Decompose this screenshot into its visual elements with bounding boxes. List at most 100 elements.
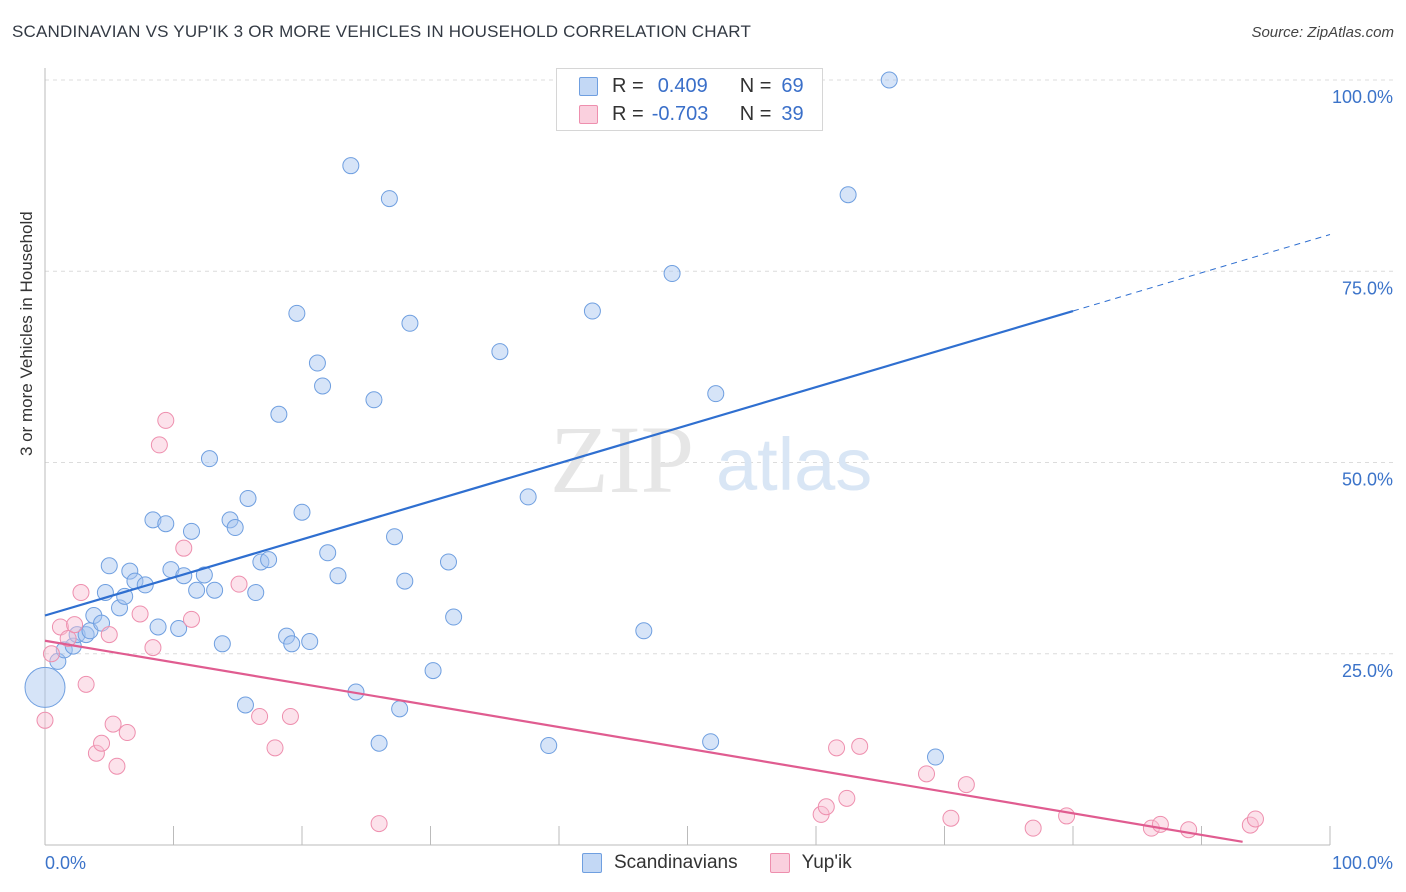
yupik-point [42,645,60,663]
yupik-point [144,639,162,657]
scandinavians-point [365,391,383,409]
scandinavians-point [213,635,231,653]
legend-row-yupik: R = -0.703 N = 39 [579,102,804,126]
scandinavians-point [635,622,653,640]
scandinavians-point [68,626,86,644]
scandinavians-point [239,489,257,507]
scandinavians-point [319,544,337,562]
scandinavians-point [100,557,118,575]
x-tick-label: 0.0% [45,853,86,873]
yupik-point [918,765,936,783]
scandinavians-point [380,190,398,208]
series-legend: Scandinavians Yup'ik [582,852,884,874]
scandinavians-point [540,737,558,755]
scandinavians-point [702,733,720,751]
scandinavians-point [195,566,213,584]
scandinavians-point [663,265,681,283]
scandinavians-point [157,515,175,533]
scandinavians-point [386,528,404,546]
scandinavians-point [206,581,224,599]
legend-r-value: -0.703 [651,102,709,125]
yupik-point [230,575,248,593]
scandinavians-point [396,572,414,590]
scandinavians-point [24,666,66,708]
scandinavians-point [439,553,457,571]
scandinavians-point [424,662,442,680]
scandinavians-point [170,620,188,638]
scandinavians-point [927,748,945,766]
scandinavians-point [288,304,306,322]
yupik-point [1024,819,1042,837]
scandinavians-point [519,488,537,506]
scandinavians-point [55,641,73,659]
yupik-point [281,707,299,725]
scandinavians-point [707,385,725,403]
series-label: Yup'ik [801,852,852,873]
scandinavians-point [342,157,360,175]
yupik-point [370,815,388,833]
y-tick-label: 25.0% [1342,661,1393,681]
scandinavians-point [236,696,254,714]
yupik-point [118,724,136,742]
legend-n-value: 39 [781,102,804,125]
scandinavians-point [401,314,419,332]
yupik-point [1180,821,1198,839]
scandinavians-point [182,522,200,540]
legend-r-label: R = [612,74,644,97]
scandinavians-point [880,71,898,89]
yupik-point [100,626,118,644]
scandinavians-point [293,503,311,521]
scandinavians-point [270,405,288,423]
scandinavians-point [391,700,409,718]
x-tick-label: 100.0% [1332,853,1393,873]
scandinavians-points [24,71,945,766]
yupik-point [87,744,105,762]
legend-n-value: 69 [781,74,804,97]
yupik-point [817,798,835,816]
legend-swatch-blue [582,853,602,873]
scandinavians-point [445,608,463,626]
yupik-point [182,610,200,628]
yupik-point [72,584,90,602]
scandinavians-point [247,584,265,602]
series-legend-scandinavians: Scandinavians [582,852,738,874]
y-tick-label: 75.0% [1342,278,1393,298]
scandinavians-point [301,633,319,651]
scandinavians-point [144,511,162,529]
trend-lines [44,234,1331,843]
y-tick-label: 50.0% [1342,470,1393,490]
scandinavians-point [329,567,347,585]
legend-r-label: R = [612,102,644,125]
scandinavians-trend-extension [1072,234,1331,312]
yupik-point [1246,810,1264,828]
legend-swatch-pink [579,104,598,124]
watermark-atlas: atlas [716,423,872,506]
chart-title: SCANDINAVIAN VS YUP'IK 3 OR MORE VEHICLE… [12,22,752,41]
yupik-point [838,789,856,807]
yupik-point [157,411,175,429]
scandinavians-point [121,562,139,580]
yupik-point [266,739,284,757]
scandinavians-point [491,343,509,361]
scandinavians-point [226,519,244,537]
scandinavians-point [200,450,218,468]
yupik-point [59,629,77,647]
scandinavians-point [314,377,332,395]
scandinavians-point [283,635,301,653]
yupik-point [77,675,95,693]
watermark: ZIP atlas [550,406,872,513]
yupik-point [851,737,869,755]
yupik-point [66,616,84,634]
legend-r-value: 0.409 [657,74,708,97]
yupik-trend-line [44,639,1243,843]
yupik-point [36,711,54,729]
yupik-point [131,605,149,623]
scandinavians-point [370,734,388,752]
yupik-point [251,707,269,725]
scandinavians-point [260,551,278,569]
series-legend-yupik: Yup'ik [769,852,852,874]
yupik-point [150,436,168,454]
legend-n-label: N = [739,74,772,97]
correlation-legend: R = 0.409 N = 69 R = -0.703 N = 39 [556,68,823,131]
scandinavians-trend-line [44,309,1074,617]
